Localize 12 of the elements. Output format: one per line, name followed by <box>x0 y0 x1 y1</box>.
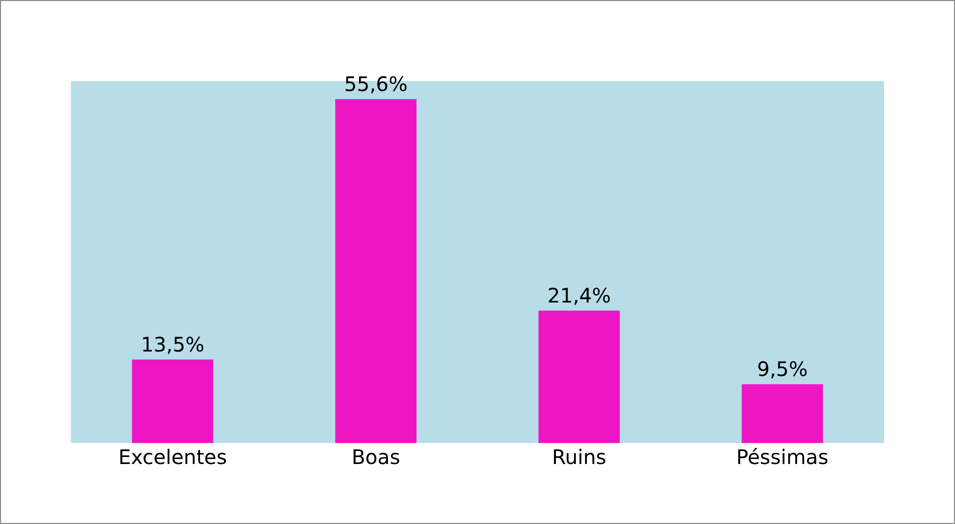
x-tick-label: Boas <box>352 445 400 469</box>
data-label: 13,5% <box>140 332 204 356</box>
data-label: 21,4% <box>547 284 611 308</box>
bar <box>132 360 214 443</box>
x-tick-label: Excelentes <box>118 445 227 469</box>
bar <box>742 384 824 443</box>
x-tick-label: Ruins <box>552 445 606 469</box>
data-label: 55,6% <box>344 72 408 96</box>
x-tick-label: Péssimas <box>736 445 828 469</box>
bar <box>335 99 417 443</box>
bar <box>538 310 620 443</box>
data-label: 9,5% <box>756 357 808 382</box>
